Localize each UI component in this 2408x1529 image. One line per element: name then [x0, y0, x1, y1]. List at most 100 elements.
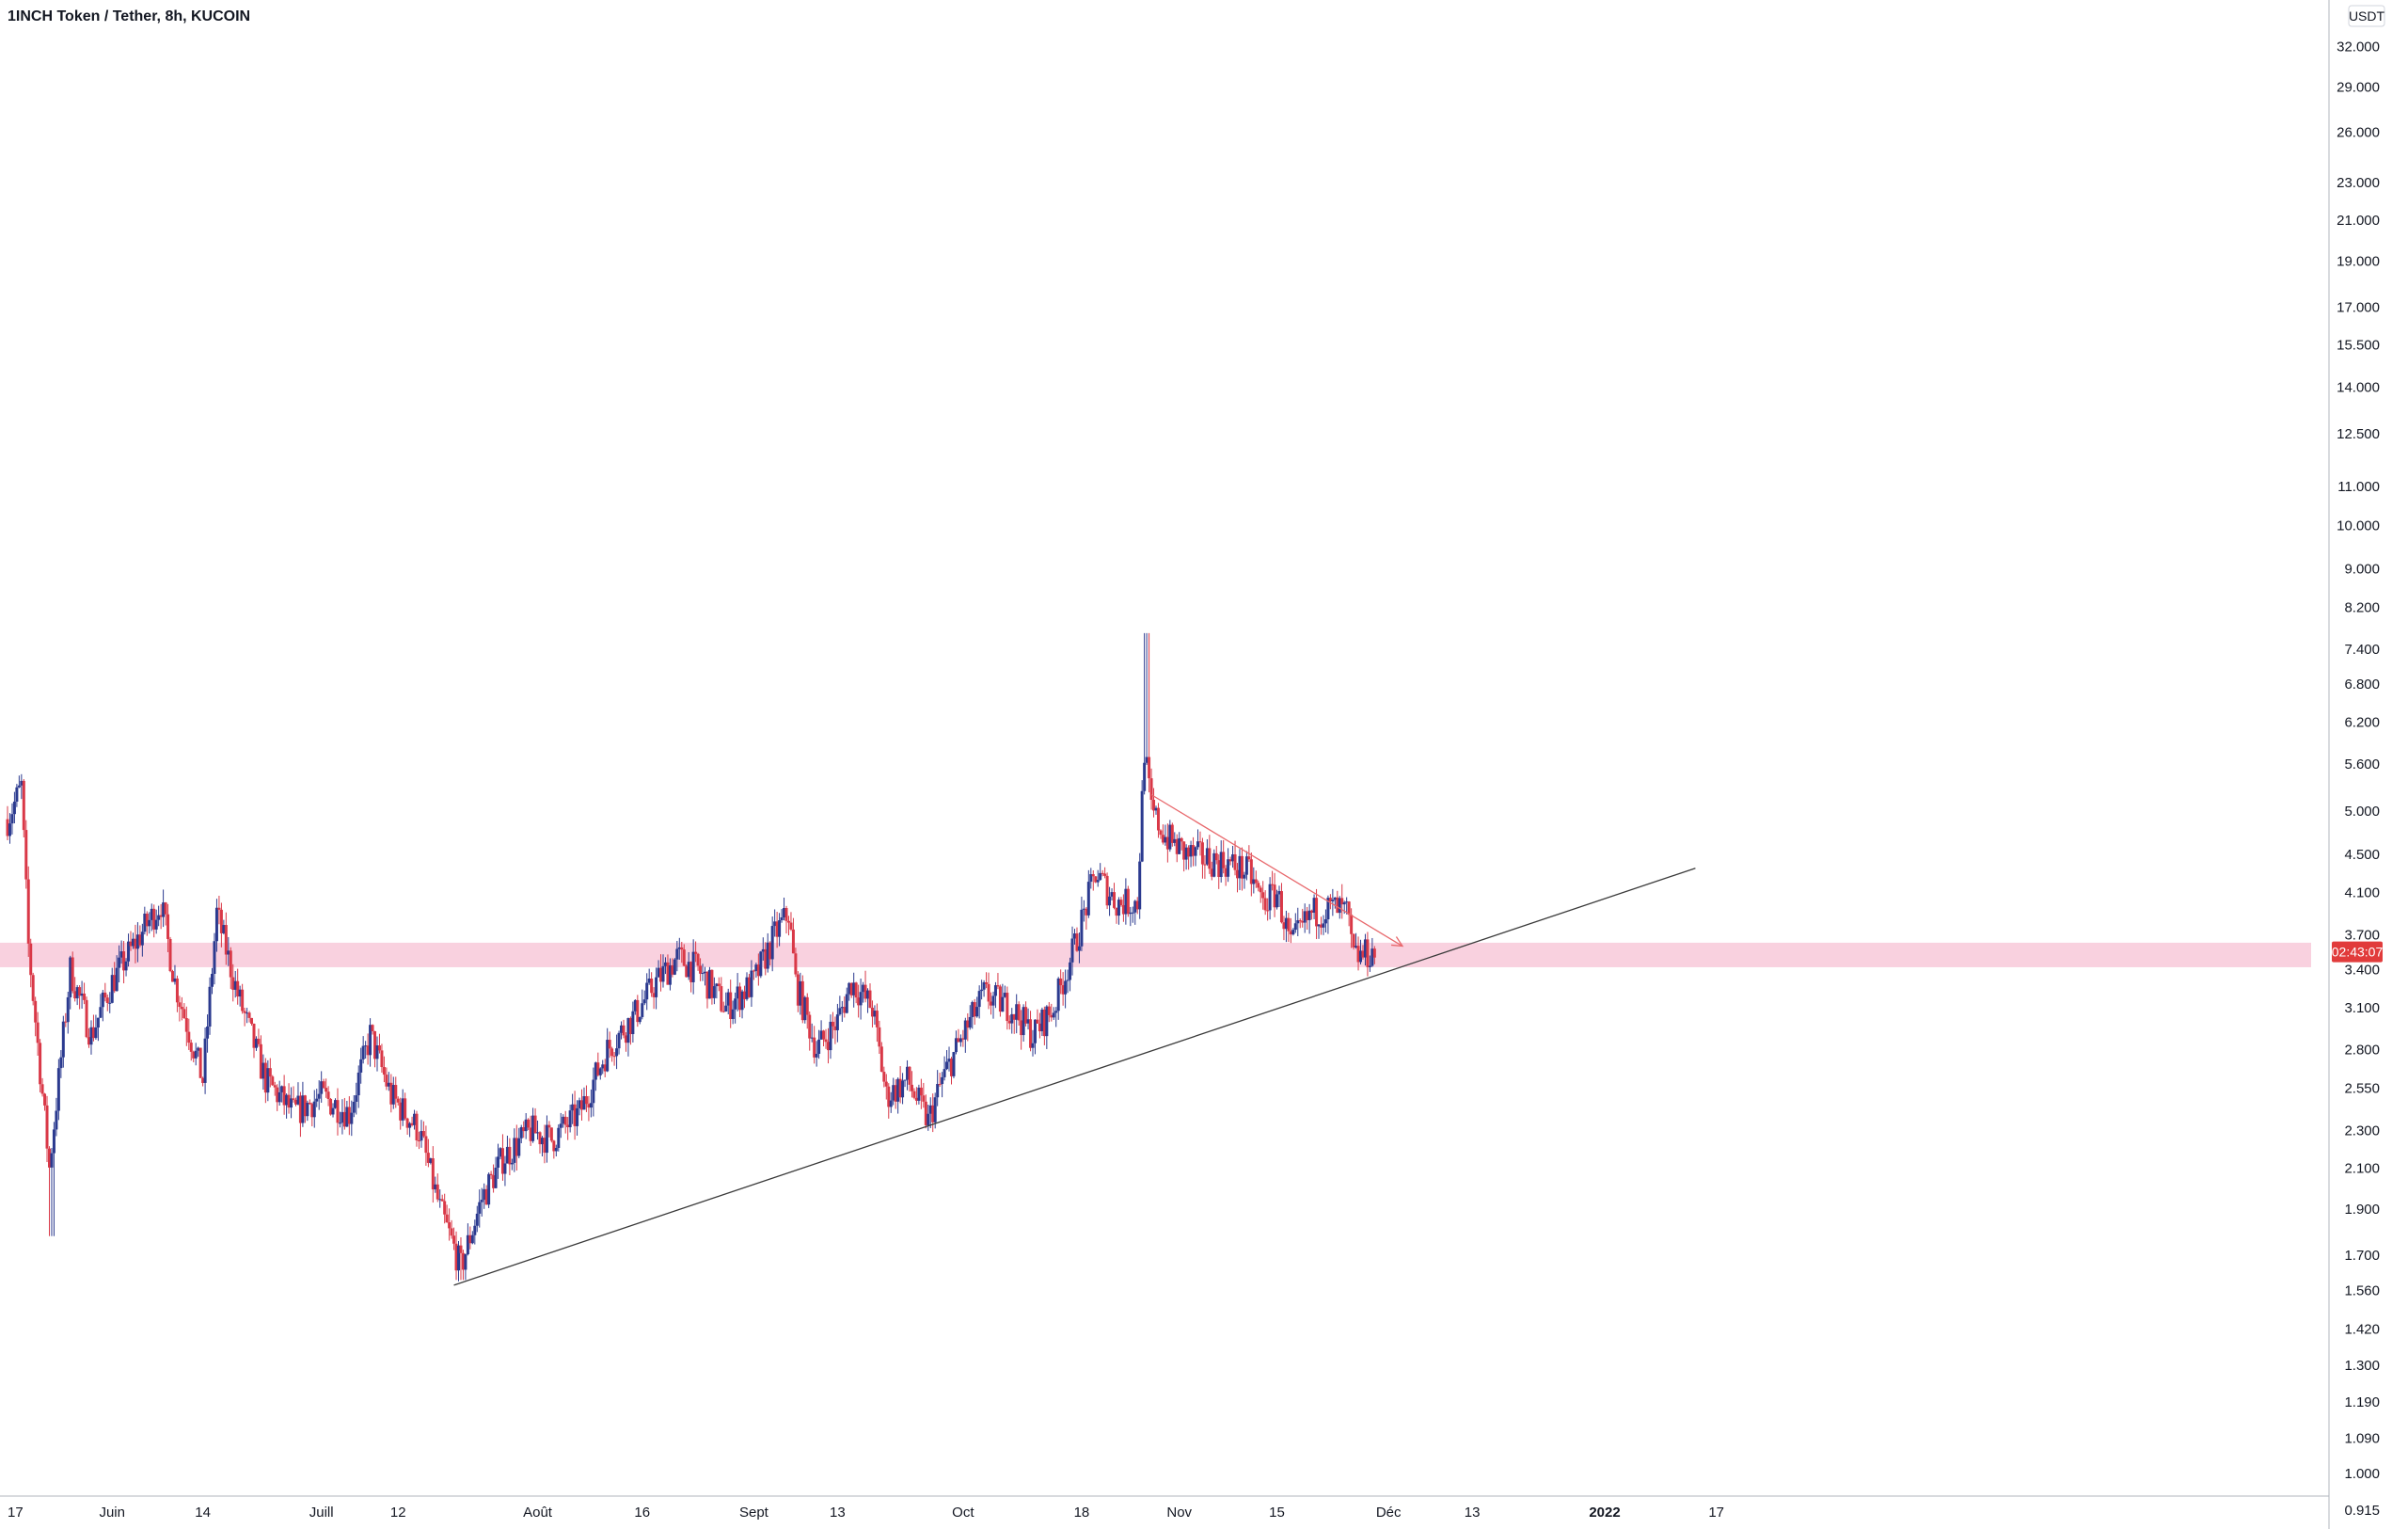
candle	[405, 1117, 409, 1135]
candle-body	[170, 971, 174, 982]
candle-body	[838, 1008, 842, 1015]
candle	[39, 1039, 42, 1092]
candle-body	[1356, 946, 1360, 963]
candle-body	[901, 1080, 905, 1098]
candle-body	[1340, 898, 1344, 905]
candle-body	[135, 934, 139, 949]
candle-body	[277, 1091, 281, 1103]
candle	[303, 1094, 307, 1123]
candle-body	[750, 970, 753, 997]
candle-body	[783, 908, 786, 917]
candle	[536, 1120, 540, 1140]
candle-body	[601, 1064, 605, 1069]
candle	[840, 1000, 844, 1023]
candle	[231, 964, 235, 1002]
candle	[1069, 957, 1072, 992]
candle-body	[1259, 887, 1262, 893]
candle	[908, 1066, 911, 1092]
candle	[1072, 929, 1076, 945]
time-axis[interactable]: 17 Juin 14 Juill 12 Août 16 Sept 13 Oct 18 Nov 15 Déc…	[0, 1495, 2329, 1521]
candle-body	[780, 916, 784, 920]
candle-body	[375, 1044, 379, 1059]
candle-body	[1024, 1007, 1028, 1024]
candle-body	[975, 1007, 979, 1017]
candle-body	[280, 1086, 284, 1092]
candle	[113, 962, 117, 994]
candle-body	[1233, 853, 1237, 870]
candle	[252, 1023, 256, 1059]
candle	[957, 1028, 960, 1043]
candle-body	[852, 982, 856, 995]
candle-body	[638, 1016, 642, 1023]
candle-body	[815, 1053, 818, 1058]
candle	[413, 1109, 417, 1130]
candle-body	[1238, 855, 1242, 879]
candle	[1103, 867, 1107, 879]
candle-body	[192, 1051, 196, 1059]
candle-body	[1086, 882, 1090, 916]
candle-body	[10, 814, 14, 824]
candle	[236, 968, 240, 1005]
candle	[399, 1097, 403, 1130]
candle	[287, 1083, 291, 1114]
candle	[29, 938, 33, 988]
candle	[180, 996, 183, 1021]
candle	[157, 905, 161, 927]
candle-body	[85, 999, 88, 1038]
candle	[480, 1187, 483, 1217]
candle	[977, 985, 981, 1019]
candle	[917, 1084, 921, 1105]
candle	[138, 925, 142, 948]
candle	[661, 954, 665, 988]
candle	[1291, 928, 1295, 936]
candle-body	[576, 1107, 579, 1126]
candle	[1015, 994, 1019, 1034]
candle	[198, 1047, 202, 1078]
candle-body	[489, 1173, 493, 1176]
candle-body	[671, 964, 674, 975]
candle-body	[721, 1011, 725, 1012]
candle	[415, 1110, 419, 1147]
candle	[805, 993, 809, 1029]
candle-body	[682, 949, 686, 966]
candle-body	[775, 921, 779, 937]
candle	[601, 1059, 605, 1075]
candle-body	[1105, 875, 1109, 906]
candle	[222, 919, 226, 935]
candle	[819, 1020, 823, 1040]
candle-body	[689, 962, 693, 982]
candle-body	[1140, 790, 1144, 862]
candle-body	[150, 908, 153, 920]
candle-body	[522, 1126, 526, 1132]
candle-body	[1047, 1006, 1051, 1015]
candle-body	[105, 997, 109, 1003]
candle-body	[157, 915, 161, 920]
candle	[503, 1155, 507, 1187]
candle	[1222, 839, 1226, 874]
drawings-layer	[453, 794, 1696, 1286]
candle-body	[705, 971, 709, 999]
candle-body	[759, 951, 763, 977]
candle-body	[1012, 1013, 1016, 1020]
candle-body	[292, 1098, 295, 1100]
candle	[873, 1005, 877, 1025]
candle-body	[557, 1127, 561, 1148]
candle-body	[43, 1093, 47, 1106]
candle-body	[657, 967, 660, 978]
candle	[15, 784, 19, 807]
candle-body	[587, 1104, 591, 1108]
candle	[271, 1075, 275, 1086]
candle-body	[64, 1021, 68, 1023]
candle-body	[464, 1254, 467, 1270]
price-axis[interactable]: 32.000 29.000 26.000 23.000 21.000 19.000 17.0…	[2328, 0, 2380, 1529]
candle-body	[549, 1127, 553, 1141]
candle	[1372, 946, 1376, 964]
candle	[1254, 870, 1258, 888]
candle	[963, 1017, 967, 1053]
candle	[584, 1085, 588, 1112]
candle	[238, 985, 242, 1007]
candle-body	[325, 1088, 328, 1092]
candle-body	[1152, 800, 1156, 811]
